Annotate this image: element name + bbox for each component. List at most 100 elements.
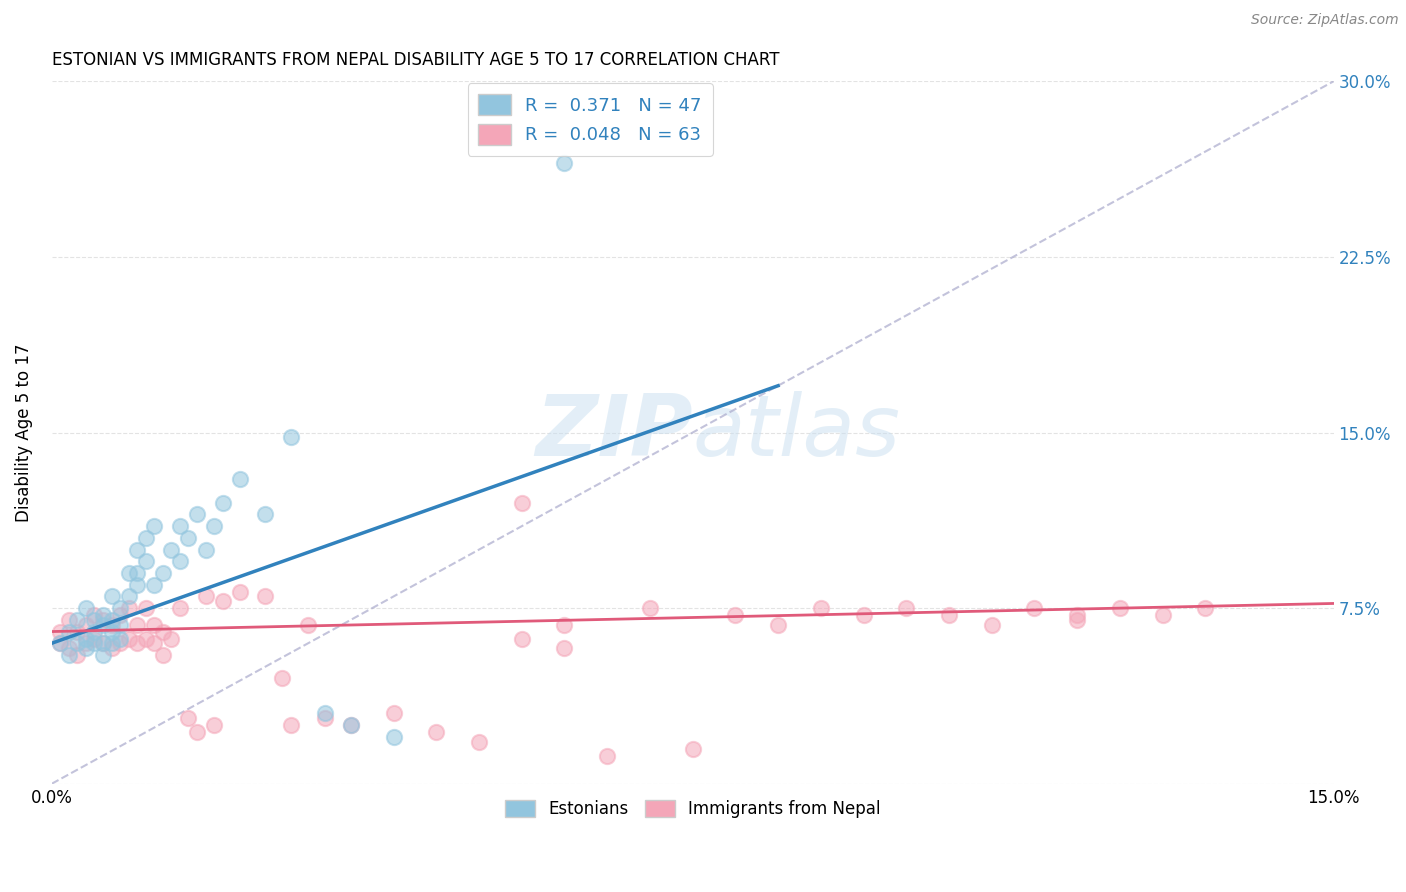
Point — [118, 590, 141, 604]
Point — [118, 632, 141, 646]
Point — [938, 608, 960, 623]
Point — [100, 590, 122, 604]
Point — [66, 648, 89, 662]
Point — [100, 640, 122, 655]
Point — [160, 632, 183, 646]
Point — [852, 608, 875, 623]
Point — [1109, 601, 1132, 615]
Point — [135, 554, 157, 568]
Point — [271, 672, 294, 686]
Point — [553, 617, 575, 632]
Point — [280, 718, 302, 732]
Point — [143, 617, 166, 632]
Point — [810, 601, 832, 615]
Point — [724, 608, 747, 623]
Point — [108, 636, 131, 650]
Point — [143, 578, 166, 592]
Point — [169, 554, 191, 568]
Point — [152, 648, 174, 662]
Point — [211, 594, 233, 608]
Point — [1152, 608, 1174, 623]
Point — [553, 156, 575, 170]
Point — [510, 496, 533, 510]
Point — [254, 508, 277, 522]
Text: Source: ZipAtlas.com: Source: ZipAtlas.com — [1251, 13, 1399, 28]
Point — [75, 601, 97, 615]
Point — [135, 632, 157, 646]
Point — [766, 617, 789, 632]
Point — [108, 608, 131, 623]
Text: atlas: atlas — [693, 391, 901, 474]
Point — [83, 608, 105, 623]
Point — [127, 542, 149, 557]
Point — [127, 578, 149, 592]
Point — [553, 640, 575, 655]
Point — [169, 601, 191, 615]
Point — [66, 636, 89, 650]
Y-axis label: Disability Age 5 to 17: Disability Age 5 to 17 — [15, 343, 32, 522]
Point — [314, 706, 336, 721]
Point — [135, 531, 157, 545]
Point — [58, 640, 80, 655]
Point — [229, 584, 252, 599]
Point — [83, 613, 105, 627]
Point — [169, 519, 191, 533]
Point — [100, 617, 122, 632]
Point — [980, 617, 1002, 632]
Text: ZIP: ZIP — [536, 391, 693, 474]
Point — [66, 613, 89, 627]
Point — [75, 632, 97, 646]
Point — [91, 648, 114, 662]
Point — [127, 566, 149, 580]
Point — [100, 613, 122, 627]
Point — [194, 590, 217, 604]
Point — [75, 617, 97, 632]
Point — [143, 636, 166, 650]
Point — [91, 636, 114, 650]
Point — [638, 601, 661, 615]
Point — [468, 734, 491, 748]
Point — [510, 632, 533, 646]
Point — [382, 706, 405, 721]
Point — [127, 617, 149, 632]
Point — [202, 718, 225, 732]
Point — [314, 711, 336, 725]
Point — [108, 632, 131, 646]
Point — [340, 718, 363, 732]
Point — [177, 711, 200, 725]
Legend: Estonians, Immigrants from Nepal: Estonians, Immigrants from Nepal — [498, 793, 887, 824]
Point — [280, 430, 302, 444]
Point — [1066, 613, 1088, 627]
Point — [596, 748, 619, 763]
Point — [186, 508, 208, 522]
Point — [83, 636, 105, 650]
Point — [58, 648, 80, 662]
Point — [75, 636, 97, 650]
Point — [108, 601, 131, 615]
Point — [425, 725, 447, 739]
Point — [49, 636, 72, 650]
Point — [254, 590, 277, 604]
Point — [152, 566, 174, 580]
Point — [896, 601, 918, 615]
Point — [108, 617, 131, 632]
Point — [382, 730, 405, 744]
Point — [127, 636, 149, 650]
Point — [100, 624, 122, 639]
Point — [49, 624, 72, 639]
Point — [1024, 601, 1046, 615]
Point — [91, 613, 114, 627]
Point — [91, 617, 114, 632]
Text: ESTONIAN VS IMMIGRANTS FROM NEPAL DISABILITY AGE 5 TO 17 CORRELATION CHART: ESTONIAN VS IMMIGRANTS FROM NEPAL DISABI… — [52, 51, 779, 69]
Point — [229, 472, 252, 486]
Point — [682, 741, 704, 756]
Point — [83, 632, 105, 646]
Point — [202, 519, 225, 533]
Point — [83, 624, 105, 639]
Point — [118, 566, 141, 580]
Point — [1066, 608, 1088, 623]
Point — [1194, 601, 1216, 615]
Point — [58, 613, 80, 627]
Point — [75, 640, 97, 655]
Point — [143, 519, 166, 533]
